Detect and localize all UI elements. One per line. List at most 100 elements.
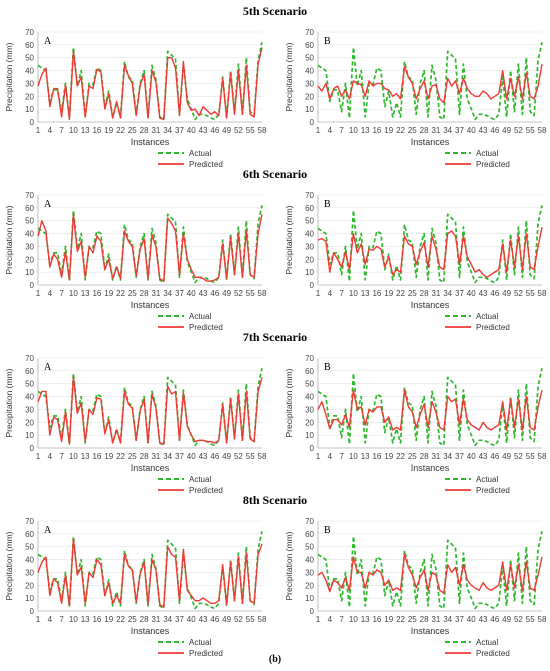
x-tick-label: 19	[104, 615, 113, 624]
y-tick-label: 70	[25, 191, 34, 200]
x-tick-label: 1	[316, 126, 321, 135]
x-tick-label: 16	[372, 289, 381, 298]
y-tick-label: 20	[305, 418, 314, 427]
x-tick-label: 25	[128, 289, 137, 298]
legend-label: Predicted	[189, 323, 223, 332]
y-tick-label: 30	[305, 79, 314, 88]
x-tick-label: 16	[92, 126, 101, 135]
y-tick-label: 50	[25, 217, 34, 226]
x-tick-label: 55	[246, 452, 255, 461]
x-tick-label: 22	[116, 615, 125, 624]
legend-label: Actual	[476, 312, 498, 321]
y-tick-label: 40	[25, 556, 34, 565]
legend-label: Actual	[189, 312, 211, 321]
x-tick-label: 4	[328, 126, 333, 135]
x-tick-label: 55	[246, 615, 255, 624]
y-tick-label: 40	[25, 230, 34, 239]
x-axis-label: Instances	[131, 300, 170, 310]
y-tick-label: 0	[310, 281, 315, 290]
scenario-title: 6th Scenario	[242, 167, 308, 181]
y-tick-label: 40	[25, 67, 34, 76]
x-tick-label: 52	[234, 289, 243, 298]
panel-letter: A	[44, 36, 52, 47]
x-tick-label: 25	[408, 289, 417, 298]
x-tick-label: 16	[92, 289, 101, 298]
panel-letter: B	[324, 362, 331, 373]
x-tick-label: 25	[408, 126, 417, 135]
x-tick-label: 28	[420, 615, 429, 624]
x-tick-label: 43	[199, 452, 208, 461]
y-tick-label: 30	[305, 568, 314, 577]
y-tick-label: 60	[25, 41, 34, 50]
x-tick-label: 46	[210, 452, 219, 461]
y-axis-label: Precipitation (mm)	[4, 42, 14, 111]
chart-panel-a: 0 10 20 30 40 50 60 70 1 4 7 10 13 16 19 22 25 28 31 34 37 40…	[0, 513, 270, 663]
y-tick-label: 30	[305, 405, 314, 414]
x-tick-label: 13	[81, 452, 90, 461]
y-tick-label: 50	[305, 217, 314, 226]
x-tick-label: 25	[408, 452, 417, 461]
series-line-predicted	[317, 63, 543, 104]
x-tick-label: 16	[372, 615, 381, 624]
chart-panel-a: 0 10 20 30 40 50 60 70 1 4 7 10 13 16 19 22 25 28 31 34 37 40…	[0, 187, 270, 337]
x-tick-label: 16	[92, 452, 101, 461]
y-tick-label: 50	[305, 54, 314, 63]
x-tick-label: 4	[48, 615, 53, 624]
y-tick-label: 60	[25, 204, 34, 213]
x-tick-label: 40	[467, 289, 476, 298]
x-tick-label: 43	[479, 615, 488, 624]
x-tick-label: 34	[163, 289, 172, 298]
panel-letter: B	[324, 36, 331, 47]
scenario-title: 5th Scenario	[242, 4, 308, 18]
x-tick-label: 52	[234, 615, 243, 624]
y-tick-label: 0	[30, 607, 35, 616]
x-tick-label: 52	[514, 615, 523, 624]
x-tick-label: 22	[396, 126, 405, 135]
x-tick-label: 4	[328, 615, 333, 624]
legend-label: Actual	[476, 149, 498, 158]
y-tick-label: 50	[25, 543, 34, 552]
x-tick-label: 10	[69, 452, 78, 461]
x-tick-label: 43	[199, 126, 208, 135]
x-tick-label: 43	[479, 289, 488, 298]
x-tick-label: 22	[396, 615, 405, 624]
x-tick-label: 19	[104, 452, 113, 461]
legend-label: Predicted	[189, 160, 223, 169]
series-line-predicted	[317, 553, 543, 594]
x-tick-label: 34	[163, 126, 172, 135]
y-tick-label: 60	[305, 530, 314, 539]
x-tick-label: 31	[431, 615, 440, 624]
x-tick-label: 58	[258, 126, 267, 135]
y-tick-label: 60	[25, 530, 34, 539]
x-tick-label: 49	[222, 452, 231, 461]
x-tick-label: 7	[59, 452, 64, 461]
panel-letter: A	[44, 525, 52, 536]
x-axis-label: Instances	[131, 626, 170, 636]
x-tick-label: 31	[151, 615, 160, 624]
x-tick-label: 7	[59, 289, 64, 298]
x-tick-label: 28	[140, 615, 149, 624]
x-tick-label: 4	[48, 452, 53, 461]
x-tick-label: 28	[420, 452, 429, 461]
x-tick-label: 31	[151, 452, 160, 461]
x-tick-label: 46	[490, 126, 499, 135]
x-tick-label: 19	[104, 289, 113, 298]
chart-panel-b: 0 10 20 30 40 50 60 70 1 4 7 10 13 16 19 22 25 28 31 34 37 40…	[280, 350, 550, 500]
legend-label: Predicted	[476, 323, 510, 332]
x-tick-label: 55	[246, 126, 255, 135]
y-tick-label: 30	[25, 79, 34, 88]
x-tick-label: 55	[526, 289, 535, 298]
x-tick-label: 13	[81, 289, 90, 298]
x-tick-label: 58	[258, 615, 267, 624]
x-tick-label: 46	[490, 289, 499, 298]
x-tick-label: 10	[349, 452, 358, 461]
legend-label: Actual	[476, 475, 498, 484]
x-tick-label: 1	[36, 126, 41, 135]
scenario-title: 8th Scenario	[242, 493, 308, 507]
x-tick-label: 16	[92, 615, 101, 624]
x-tick-label: 1	[36, 615, 41, 624]
